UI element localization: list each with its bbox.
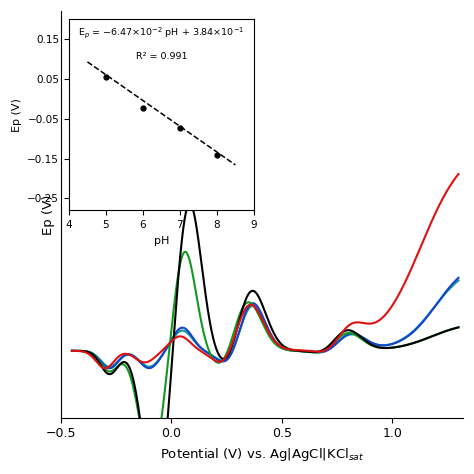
Y-axis label: Ep (V): Ep (V) (42, 194, 55, 235)
X-axis label: Potential (V) vs. Ag|AgCl|KCl$_{sat}$: Potential (V) vs. Ag|AgCl|KCl$_{sat}$ (160, 446, 364, 463)
